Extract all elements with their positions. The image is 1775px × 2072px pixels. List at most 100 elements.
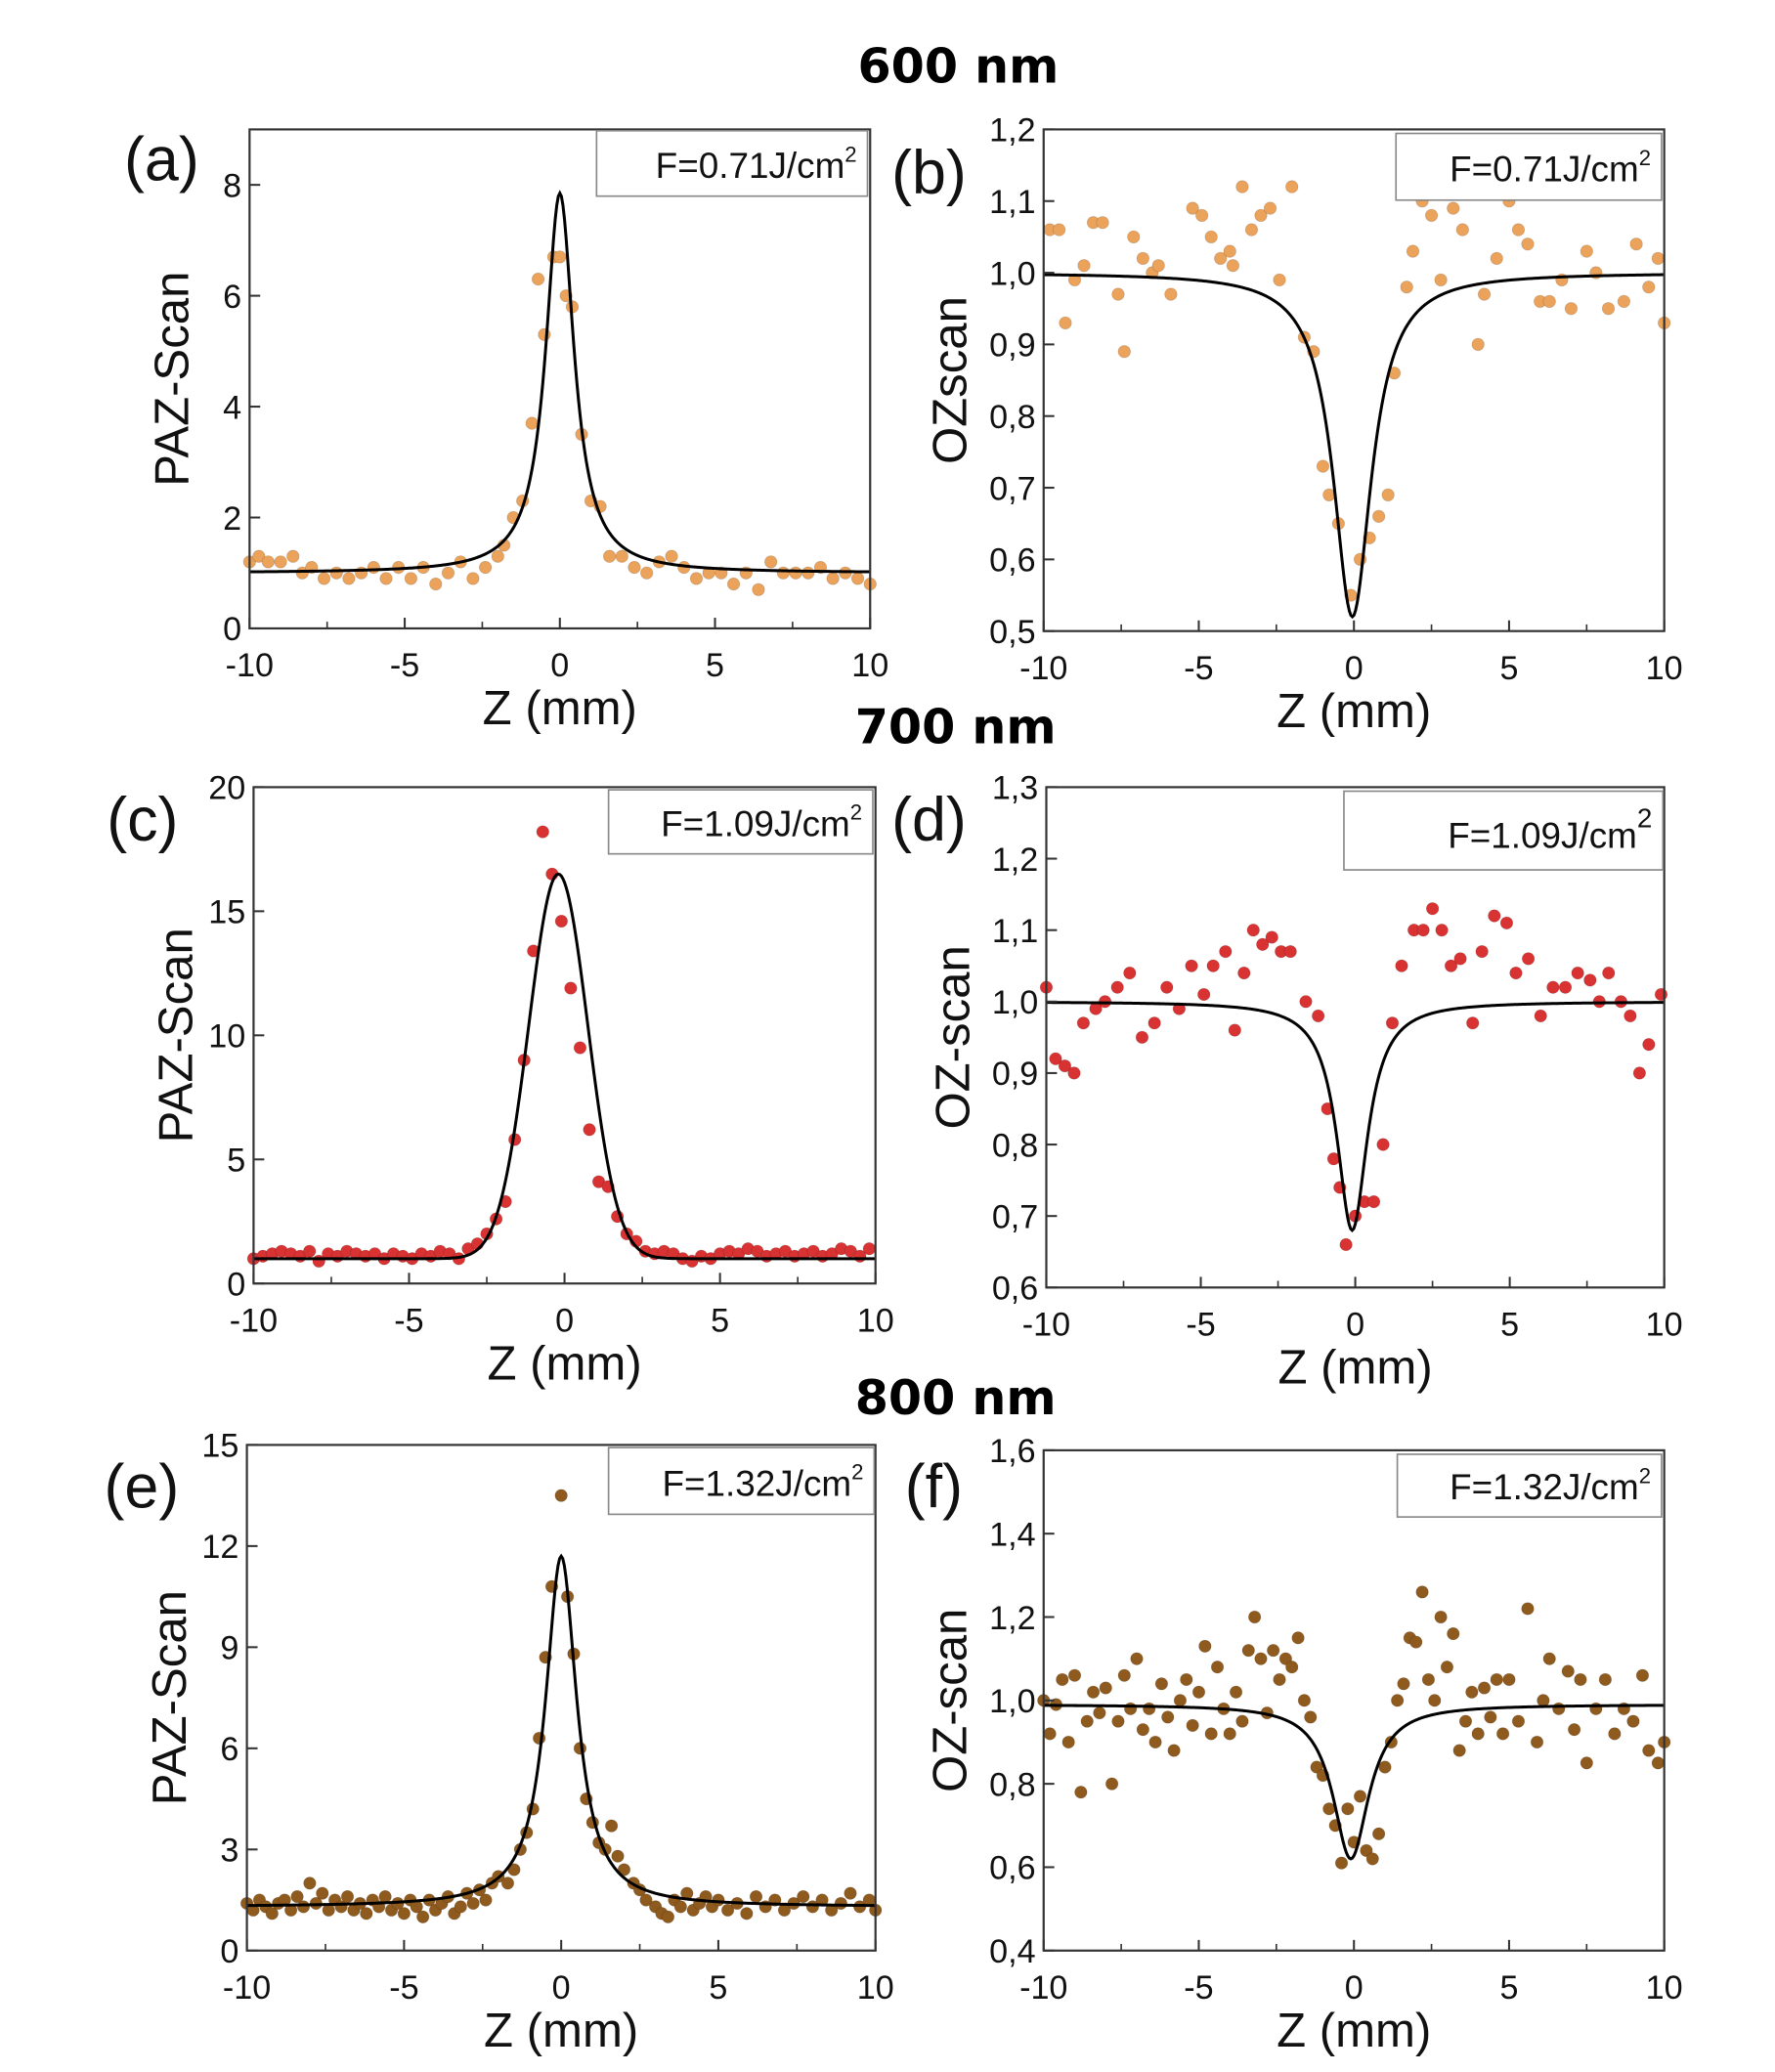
x-tick-label: 5	[706, 647, 724, 684]
data-point	[1136, 1722, 1150, 1737]
legend-text: F=1.09J/cm2	[661, 800, 862, 844]
legend-label: F=1.32J/cm	[663, 1463, 852, 1503]
y-tick-label: 1,0	[989, 1683, 1035, 1720]
data-point	[689, 572, 704, 585]
data-point	[1297, 1694, 1312, 1707]
data-point	[1642, 1744, 1656, 1757]
x-tick-label: 0	[555, 1302, 574, 1339]
data-point	[749, 1889, 763, 1904]
panel-label: (c)	[107, 786, 178, 854]
y-axis-label: PAZ-Scan	[147, 272, 199, 487]
data-point	[1416, 923, 1430, 937]
x-tick-label: -10	[223, 1969, 271, 2007]
data-point	[1499, 916, 1514, 930]
data-point	[1477, 287, 1492, 301]
data-point	[1180, 1672, 1193, 1687]
data-point	[1434, 273, 1448, 287]
x-axis-label: Z (mm)	[1277, 1342, 1432, 1395]
panel-b: -10 -5 0 5 10 0,5 0,6 0,7 0,8 0,9 1,0 1,1 1,2 Z (mm) O…	[891, 112, 1683, 738]
data-point	[1484, 1710, 1497, 1724]
data-point	[1204, 1727, 1218, 1741]
data-point	[661, 1910, 675, 1923]
x-tick-label: -10	[1022, 1306, 1070, 1343]
data-point	[1395, 959, 1408, 972]
legend-text: F=1.32J/cm2	[663, 1460, 864, 1504]
y-tick-label: 0,4	[989, 1933, 1035, 1970]
data-point	[1304, 1710, 1318, 1724]
data-point	[379, 572, 393, 585]
data-point	[1164, 287, 1178, 301]
data-point	[1223, 1727, 1236, 1741]
legend-frame	[1396, 1453, 1663, 1518]
data-point	[1632, 1066, 1647, 1080]
data-point	[1049, 1052, 1062, 1065]
y-tick-label: 1,2	[989, 112, 1035, 150]
y-tick-label: 3	[220, 1833, 238, 1870]
data-point	[1537, 1694, 1550, 1707]
data-point	[726, 577, 741, 591]
data-point	[500, 1877, 515, 1890]
data-point	[252, 549, 266, 563]
data-point	[1123, 966, 1137, 980]
y-tick-label: 1,1	[989, 184, 1035, 221]
data-point	[1167, 1744, 1181, 1757]
data-point	[1173, 1694, 1188, 1707]
data-point	[1542, 1652, 1556, 1665]
legend-label: F=0.71J/cm	[656, 146, 845, 186]
data-point	[1043, 1727, 1057, 1741]
data-point	[1488, 909, 1501, 923]
data-point	[1229, 1685, 1243, 1699]
legend-text: F=1.32J/cm2	[1450, 1464, 1651, 1508]
plot-frame	[1042, 128, 1666, 632]
y-tick-label: 0,8	[989, 1766, 1035, 1803]
data-point	[1074, 1785, 1088, 1799]
x-axis-label: Z (mm)	[483, 682, 637, 735]
y-tick-label: 0,5	[989, 614, 1035, 651]
data-point	[1160, 980, 1174, 994]
y-tick-label: 0,6	[992, 1271, 1038, 1308]
data-point	[1378, 1760, 1392, 1774]
data-point	[1285, 1661, 1299, 1674]
data-point	[478, 560, 493, 575]
data-point	[1339, 1237, 1353, 1252]
data-point	[1602, 966, 1616, 980]
data-point	[1148, 1735, 1162, 1749]
data-point	[1434, 1610, 1448, 1624]
legend-frame	[607, 789, 874, 855]
data-point	[1511, 1714, 1526, 1728]
data-point	[1447, 1626, 1460, 1641]
panel-e: -10 -5 0 5 10 0 3 6 9 12 15 Z (mm) PAZ-Scan (e) F=1.32…	[105, 1428, 894, 2057]
data-point	[776, 566, 791, 580]
y-tick-label: 0	[220, 1933, 238, 1970]
data-point	[1635, 1668, 1650, 1682]
data-point	[1117, 345, 1131, 359]
data-point	[274, 555, 287, 569]
data-point	[1353, 1790, 1367, 1803]
data-point	[1080, 1714, 1094, 1728]
data-point	[1521, 952, 1536, 966]
y-tick-label: 12	[201, 1529, 238, 1566]
data-point	[1642, 281, 1656, 294]
data-point	[1440, 1661, 1454, 1674]
data-point	[1151, 259, 1165, 273]
data-point	[763, 555, 778, 569]
data-point	[1237, 966, 1251, 980]
panel-a: -10 -5 0 5 10 0 2 4 6 8 Z (mm) PAZ-Scan (a) F=0.71J/c…	[124, 125, 888, 735]
data-point	[404, 572, 418, 585]
data-point	[789, 566, 802, 580]
x-tick-label: 10	[857, 1969, 894, 2007]
data-point	[1371, 1827, 1386, 1841]
data-point	[1455, 223, 1470, 237]
data-point	[296, 1900, 311, 1914]
data-point	[1127, 230, 1141, 244]
x-tick-label: 10	[857, 1302, 894, 1339]
legend-box: F=1.09J/cm2	[607, 789, 874, 855]
data-point	[367, 560, 381, 575]
y-tick-label: 9	[220, 1630, 238, 1667]
data-point	[1409, 1635, 1423, 1649]
y-tick-label: 0	[223, 611, 241, 648]
data-point	[429, 577, 443, 591]
legend-frame	[1343, 790, 1665, 871]
data-point	[1154, 1677, 1169, 1691]
legend-frame	[607, 1446, 876, 1516]
